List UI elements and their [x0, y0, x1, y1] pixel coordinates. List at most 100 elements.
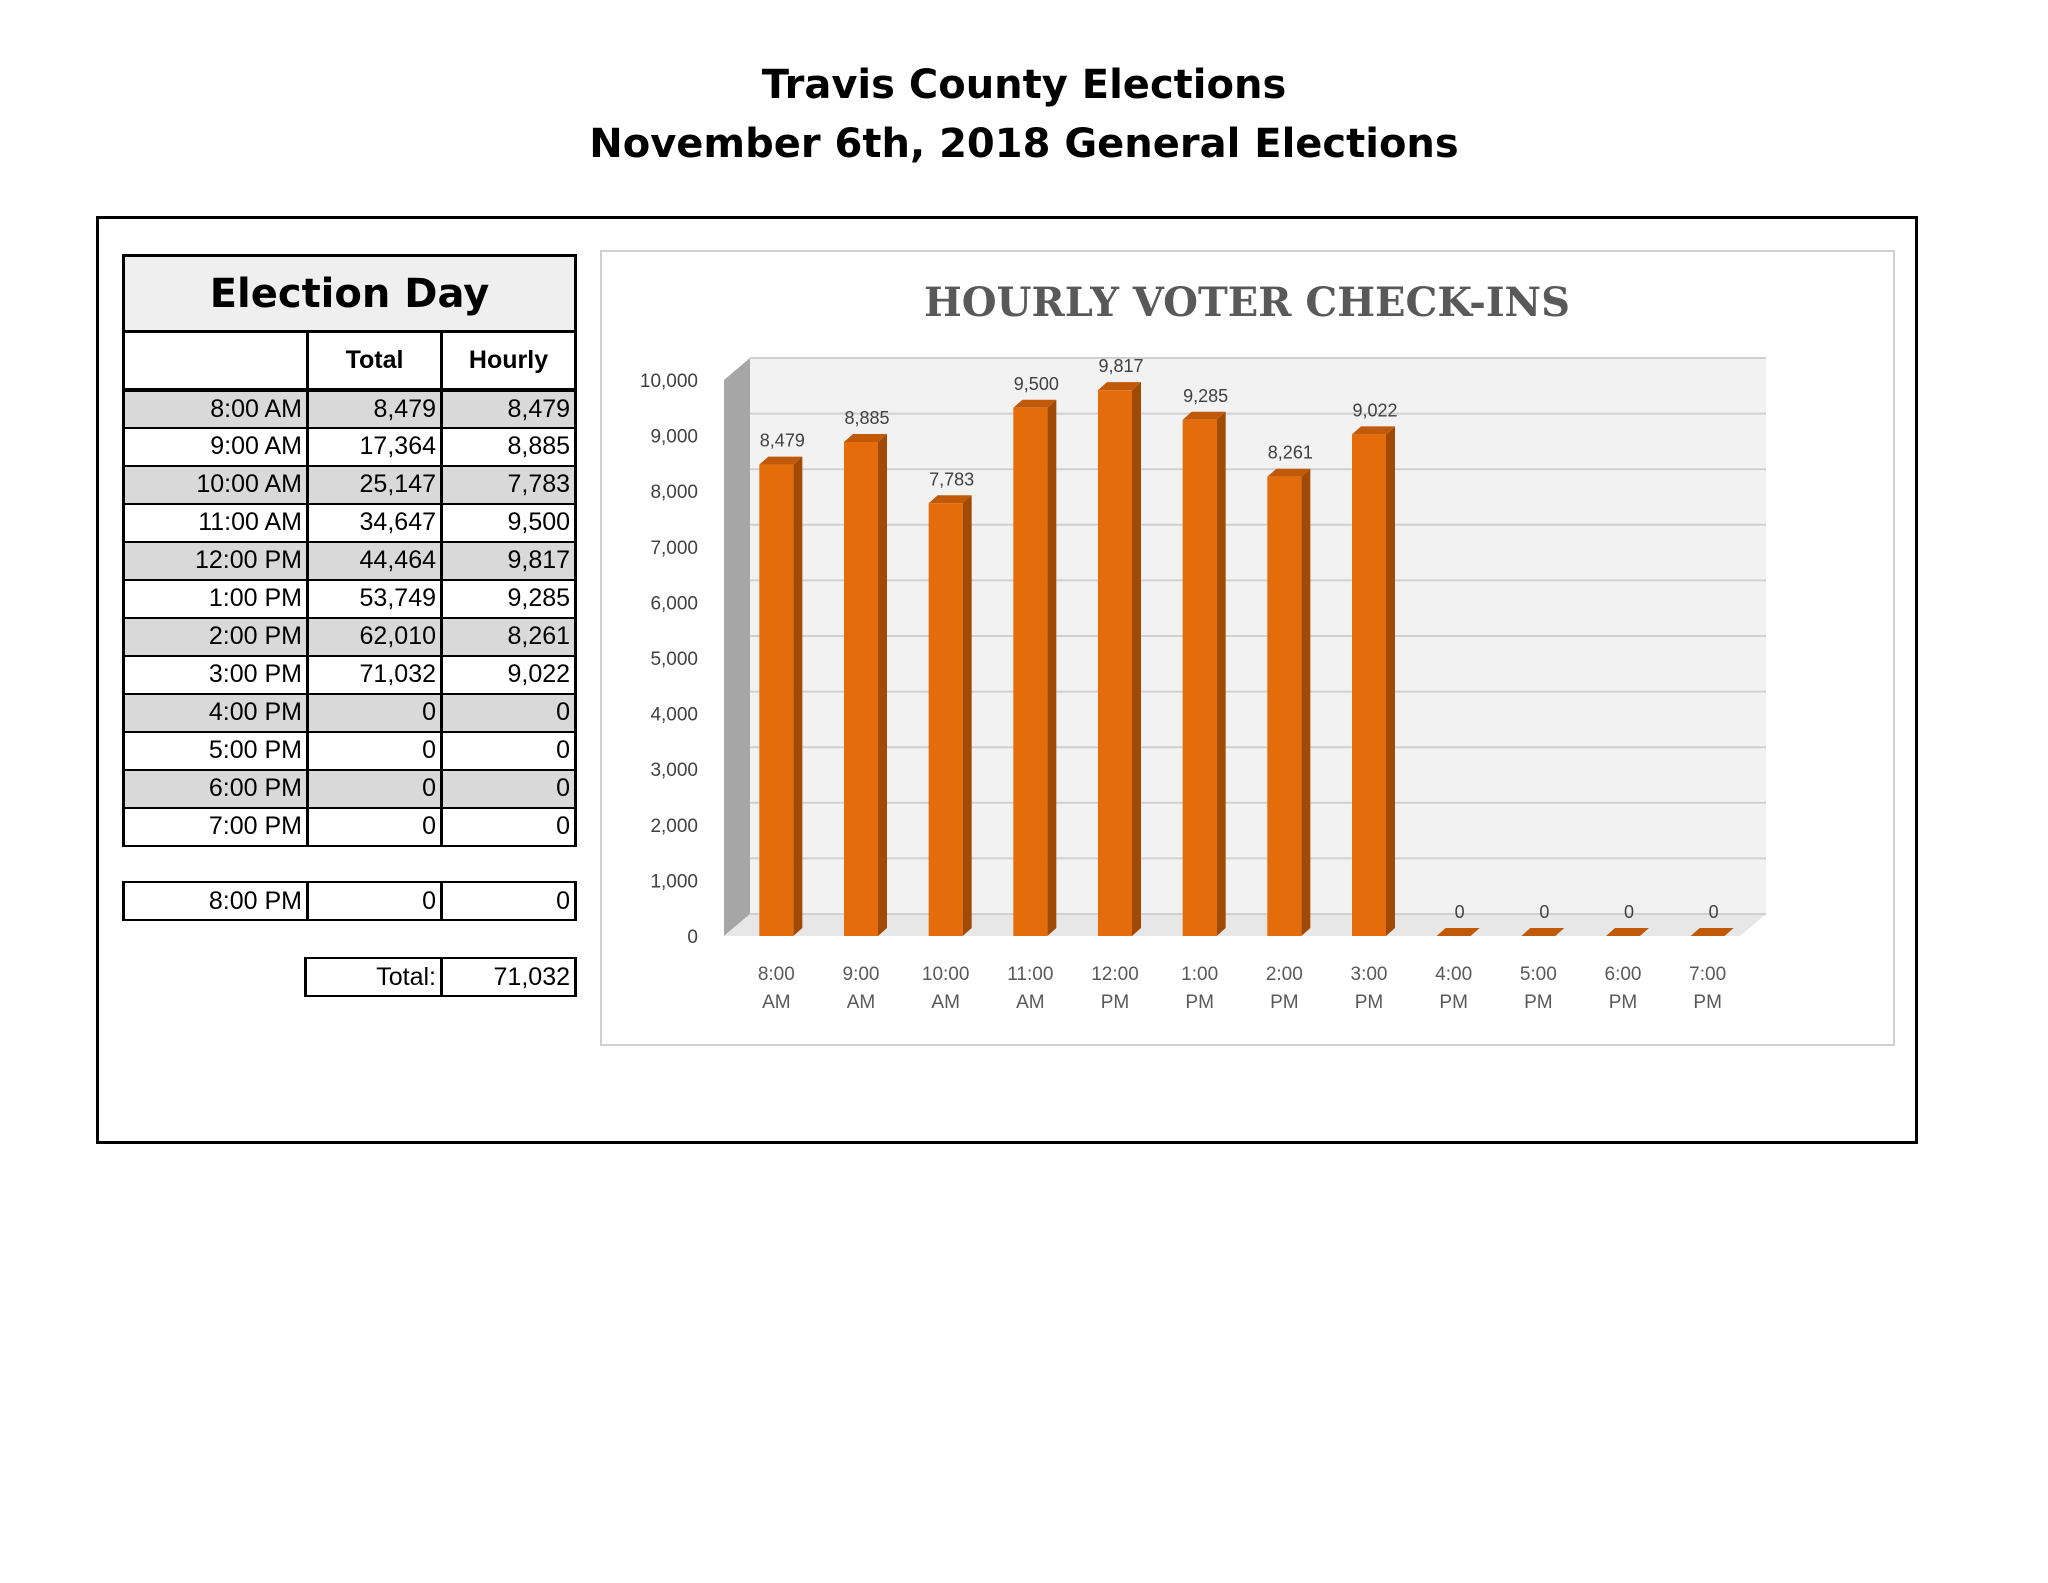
time-cell: 6:00 PM — [122, 768, 309, 809]
x-tick-label: 3:00 PM — [1351, 964, 1388, 1013]
page-subtitle: November 6th, 2018 General Elections — [589, 121, 1459, 167]
x-tick-line-2: PM — [1439, 992, 1468, 1013]
time-cell: 8:00 PM — [122, 881, 309, 921]
y-tick-label: 7,000 — [650, 538, 698, 559]
y-tick-label: 8,000 — [650, 482, 698, 503]
bar — [1182, 411, 1226, 936]
chart-frame: HOURLY VOTER CHECK-INS 0 1,000 2,000 3,000 4… — [600, 250, 1895, 1046]
hourly-cell: 9,817 — [439, 540, 578, 581]
data-label: 9,500 — [1014, 374, 1059, 394]
hourly-cell: 9,285 — [439, 578, 578, 619]
grand-total-table: Total: 71,032 — [304, 957, 577, 997]
x-tick-line-2: PM — [1524, 992, 1553, 1013]
bar — [1267, 468, 1311, 936]
table-row: 8:00 PM 0 0 — [122, 881, 577, 921]
y-tick-label: 6,000 — [650, 593, 698, 614]
time-cell: 12:00 PM — [122, 540, 309, 581]
x-tick-line-2: AM — [847, 992, 876, 1013]
hourly-cell: 0 — [439, 806, 578, 847]
empty-header-cell — [122, 330, 309, 392]
time-cell: 5:00 PM — [122, 730, 309, 771]
x-tick-label: 9:00 AM — [843, 964, 880, 1013]
bar — [1436, 928, 1480, 936]
x-tick-label: 11:00 AM — [1007, 964, 1053, 1013]
x-tick-line-2: PM — [1693, 992, 1722, 1013]
time-cell: 10:00 AM — [122, 464, 309, 505]
total-cell: 34,647 — [306, 502, 443, 543]
chart-side-wall — [724, 358, 750, 936]
x-tick-line-2: AM — [1016, 992, 1045, 1013]
hourly-cell: 8,885 — [439, 426, 578, 467]
x-tick-line-2: PM — [1355, 992, 1384, 1013]
time-cell: 8:00 AM — [122, 388, 309, 429]
hourly-cell: 8,261 — [439, 616, 578, 657]
table-row: 1:00 PM 53,749 9,285 — [122, 578, 578, 619]
table-row: 11:00 AM 34,647 9,500 — [122, 502, 578, 543]
hourly-cell: 9,500 — [439, 502, 578, 543]
time-cell: 2:00 PM — [122, 616, 309, 657]
y-tick-label: 9,000 — [650, 427, 698, 448]
x-tick-line-2: PM — [1101, 992, 1130, 1013]
total-cell: 25,147 — [306, 464, 443, 505]
total-cell: 62,010 — [306, 616, 443, 657]
total-cell: 0 — [306, 881, 443, 921]
table-row: 10:00 AM 25,147 7,783 — [122, 464, 578, 505]
data-label: 8,885 — [844, 408, 889, 428]
total-cell: 0 — [306, 692, 443, 733]
data-label: 0 — [1539, 902, 1549, 922]
x-tick-line-1: 7:00 — [1689, 964, 1726, 985]
y-tick-label: 10,000 — [640, 371, 698, 392]
chart-title: HOURLY VOTER CHECK-INS — [924, 279, 1570, 326]
bar — [1690, 928, 1734, 936]
x-tick-label: 12:00 PM — [1091, 964, 1139, 1013]
x-tick-label: 2:00 PM — [1266, 964, 1303, 1013]
bar — [1098, 382, 1141, 936]
time-cell: 9:00 AM — [122, 426, 309, 467]
x-tick-line-2: PM — [1185, 992, 1214, 1013]
x-tick-line-1: 5:00 — [1520, 964, 1557, 985]
time-cell: 1:00 PM — [122, 578, 309, 619]
data-label: 9,817 — [1098, 356, 1143, 376]
bar — [1352, 426, 1395, 936]
table-row: 3:00 PM 71,032 9,022 — [122, 654, 578, 695]
hourly-cell: 0 — [439, 730, 578, 771]
hourly-cell: 9,022 — [439, 654, 578, 695]
table-row: 7:00 PM 0 0 — [122, 806, 578, 847]
x-tick-line-2: PM — [1270, 992, 1299, 1013]
x-tick-label: 10:00 AM — [922, 964, 970, 1013]
total-cell: 0 — [306, 768, 443, 809]
chart-floor — [724, 914, 1766, 936]
hourly-cell: 7,783 — [439, 464, 578, 505]
bar — [1013, 399, 1057, 936]
data-label: 8,479 — [760, 431, 805, 451]
table-title: Election Day — [121, 254, 578, 333]
x-tick-line-1: 4:00 — [1435, 964, 1472, 985]
data-label: 9,022 — [1352, 400, 1397, 420]
table-row: Total: 71,032 — [304, 957, 577, 997]
table-row: 8:00 AM 8,479 8,479 — [122, 388, 578, 429]
table-row: 5:00 PM 0 0 — [122, 730, 578, 771]
x-tick-line-1: 6:00 — [1605, 964, 1642, 985]
x-tick-line-1: 12:00 — [1091, 964, 1139, 985]
x-tick-line-2: AM — [931, 992, 960, 1013]
hourly-cell: 0 — [439, 692, 578, 733]
x-tick-line-2: AM — [762, 992, 791, 1013]
x-tick-line-1: 1:00 — [1181, 964, 1218, 985]
y-tick-label: 5,000 — [650, 649, 698, 670]
x-tick-line-1: 2:00 — [1266, 964, 1303, 985]
table-row: 9:00 AM 17,364 8,885 — [122, 426, 578, 467]
y-tick-label: 2,000 — [650, 816, 698, 837]
column-header-total: Total — [306, 330, 443, 392]
bar — [928, 495, 972, 936]
table-row: 4:00 PM 0 0 — [122, 692, 578, 733]
election-day-table: Election Day Total Hourly 8:00 AM 8,479 8,… — [121, 254, 578, 847]
total-value: 71,032 — [440, 957, 577, 997]
total-cell: 8,479 — [306, 388, 443, 429]
bar — [1606, 928, 1649, 936]
data-label: 0 — [1624, 902, 1634, 922]
data-label: 7,783 — [929, 469, 974, 489]
time-cell: 4:00 PM — [122, 692, 309, 733]
bar — [1521, 928, 1565, 936]
table-row: 2:00 PM 62,010 8,261 — [122, 616, 578, 657]
data-label: 0 — [1455, 902, 1465, 922]
